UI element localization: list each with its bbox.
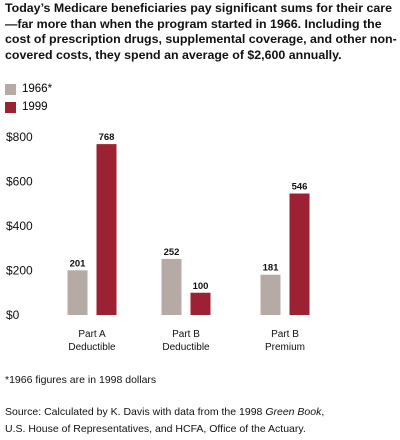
category-label-line: Deductible [162,342,210,353]
y-tick-label: $800 [6,130,33,144]
category-label-line: Part B [172,329,200,340]
bar-1966 [161,258,182,315]
bar-1999 [289,193,310,315]
legend-swatch-1999 [5,101,16,113]
legend-item-1966: 1966* [5,80,52,98]
intro-text: Today’s Medicare beneficiaries pay signi… [5,1,397,62]
bar-chart: $0 $200 $400 $600 $800 201 252 181 768 100 546 Part… [6,130,310,353]
source-note: Source: Calculated by K. Davis with data… [5,404,397,438]
y-tick-label: $600 [6,175,33,189]
category-label-line: Deductible [68,342,116,353]
source-prefix: Source: Calculated by K. Davis with data… [5,406,266,418]
y-tick-label: $0 [6,308,20,322]
source-suffix: , [321,406,325,418]
category-label: Part A Deductible [68,329,116,353]
data-label: 768 [99,132,115,143]
legend-label-1999: 1999 [22,101,48,113]
category-label: Part B Deductible [162,329,210,353]
category-label-line: Part B [271,329,299,340]
legend-swatch-1966 [5,83,16,95]
category-label: Part B Premium [265,329,305,353]
source-italic: Green Book [265,406,322,418]
bar-1966 [260,274,281,315]
y-tick-label: $400 [6,219,33,233]
y-tick-label: $200 [6,264,33,278]
chart-legend: 1966* 1999 [5,80,52,116]
bar-1999 [190,292,211,315]
data-label: 100 [193,281,209,292]
bar-1999 [96,144,117,315]
data-label: 546 [292,182,308,193]
footnote: *1966 figures are in 1998 dollars [5,374,157,386]
category-label-line: Part A [78,329,106,340]
legend-item-1999: 1999 [5,98,52,116]
source-line2: U.S. House of Representatives, and HCFA,… [5,423,306,435]
legend-label-1966: 1966* [22,83,53,95]
data-label: 181 [263,263,280,274]
data-label: 201 [70,258,87,269]
bar-1966 [67,270,88,315]
data-label: 252 [164,247,180,258]
category-label-line: Premium [265,342,305,353]
